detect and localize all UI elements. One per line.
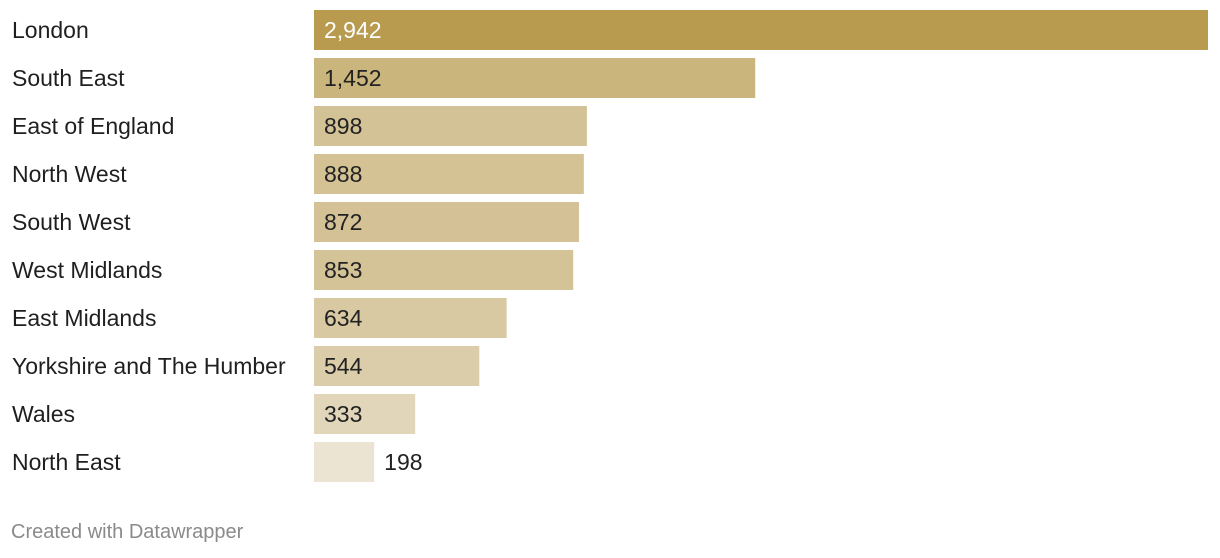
value-label: 853 bbox=[324, 257, 362, 283]
value-label: 333 bbox=[324, 401, 362, 427]
bar bbox=[314, 10, 1208, 50]
value-label: 198 bbox=[384, 449, 422, 475]
value-label: 2,942 bbox=[324, 17, 382, 43]
value-label: 872 bbox=[324, 209, 362, 235]
bar bbox=[314, 442, 375, 482]
category-label: Wales bbox=[12, 401, 75, 427]
bar bbox=[314, 58, 756, 98]
bar bbox=[314, 106, 587, 146]
value-label: 634 bbox=[324, 305, 363, 331]
category-label: South West bbox=[12, 209, 131, 235]
category-label: London bbox=[12, 17, 89, 43]
bar-chart: London 2,942 South East 1,452 East of Englan… bbox=[12, 10, 1208, 482]
category-label: East of England bbox=[12, 113, 174, 139]
value-label: 898 bbox=[324, 113, 362, 139]
category-label: Yorkshire and The Humber bbox=[12, 353, 286, 379]
bar bbox=[314, 298, 507, 338]
category-label: West Midlands bbox=[12, 257, 162, 283]
category-label: North East bbox=[12, 449, 121, 475]
bar bbox=[314, 394, 416, 434]
datawrapper-credit: Created with Datawrapper bbox=[11, 521, 244, 543]
value-label: 544 bbox=[324, 353, 363, 379]
category-label: North West bbox=[12, 161, 127, 187]
bar bbox=[314, 202, 579, 242]
category-label: South East bbox=[12, 65, 125, 91]
bar bbox=[314, 346, 480, 386]
bar bbox=[314, 154, 584, 194]
value-label: 1,452 bbox=[324, 65, 382, 91]
value-label: 888 bbox=[324, 161, 362, 187]
bar bbox=[314, 250, 574, 290]
category-label: East Midlands bbox=[12, 305, 156, 331]
